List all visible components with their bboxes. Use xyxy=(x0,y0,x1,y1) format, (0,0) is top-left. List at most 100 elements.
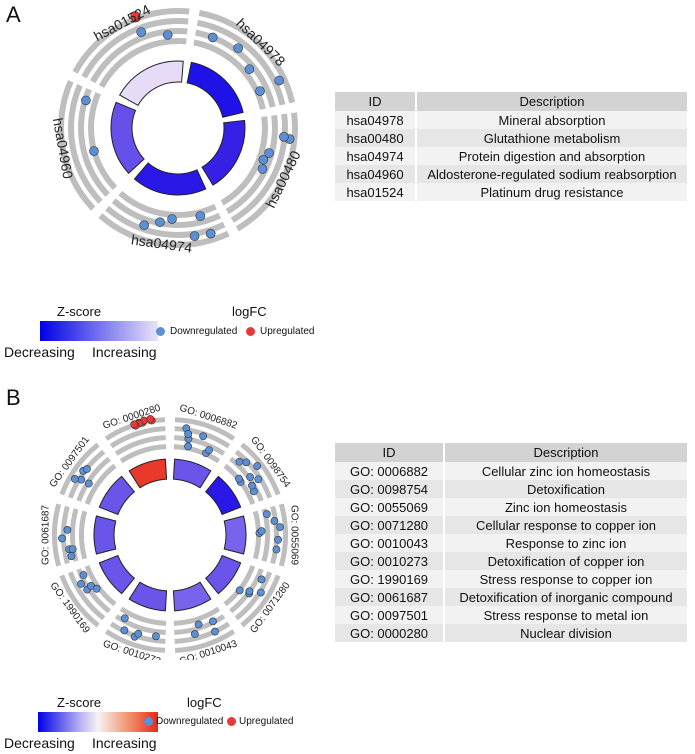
upregulated-dot-b xyxy=(227,717,236,726)
downregulated-gene-dot xyxy=(83,465,91,473)
outer-track xyxy=(114,435,166,456)
term-description-cell: Aldosterone-regulated sodium reabsorptio… xyxy=(416,165,689,183)
downregulated-gene-dot xyxy=(205,228,216,239)
zscore-segment xyxy=(172,458,212,489)
outer-track xyxy=(229,568,264,614)
table-header-id: ID xyxy=(335,92,417,111)
zscore-segment xyxy=(204,554,242,595)
table-row: hsa04974 Protein digestion and absorption xyxy=(335,147,689,165)
table-header-description: Description xyxy=(444,443,689,462)
downregulated-dot-b xyxy=(144,717,153,726)
downregulated-gene-dot xyxy=(92,584,101,593)
term-description-cell: Mineral absorption xyxy=(416,111,689,129)
downregulated-gene-dot xyxy=(68,545,77,554)
term-id-cell: GO: 0055069 xyxy=(335,498,445,516)
term-id-cell: hsa04974 xyxy=(335,147,417,165)
upregulated-gene-dot xyxy=(130,11,140,21)
outer-track xyxy=(193,39,266,110)
downregulated-gene-dot xyxy=(89,146,99,156)
zscore-segment xyxy=(110,101,145,174)
outer-track xyxy=(174,629,236,653)
term-description-cell: Nuclear division xyxy=(444,624,689,642)
outer-track xyxy=(261,508,270,562)
outer-track xyxy=(90,27,188,84)
term-id-cell: hsa04960 xyxy=(335,165,417,183)
table-row: GO: 0000280 Nuclear division xyxy=(335,624,689,642)
downregulated-gene-dot xyxy=(63,526,72,534)
zscore-segment xyxy=(172,581,212,612)
term-label: GO: 0061687 xyxy=(41,505,52,565)
downregulated-gene-dot xyxy=(209,617,217,626)
zscore-segment xyxy=(128,581,168,612)
downregulated-gene-dot xyxy=(253,462,262,470)
downregulated-gene-dot xyxy=(276,523,284,532)
zscore-segment xyxy=(133,162,207,196)
downregulated-gene-dot xyxy=(257,588,265,597)
downregulated-gene-dot xyxy=(77,475,86,484)
downregulated-gene-dot xyxy=(81,95,91,106)
downregulated-gene-dot xyxy=(139,220,149,230)
downregulated-gene-dot xyxy=(120,614,129,623)
zscore-segment xyxy=(201,119,246,186)
term-description-cell: Cellular zinc ion homeostasis xyxy=(444,462,689,480)
outer-track xyxy=(278,503,288,567)
outer-track xyxy=(174,417,236,441)
term-description-cell: Detoxification xyxy=(444,480,689,498)
downregulated-gene-dot xyxy=(246,473,255,481)
downregulated-gene-dot xyxy=(136,27,147,37)
downregulated-gene-dot xyxy=(233,43,243,53)
term-id-cell: hsa04978 xyxy=(335,111,417,129)
zscore-segment xyxy=(223,515,247,555)
downregulated-gene-dot xyxy=(257,164,268,174)
table-row: GO: 1990169 Stress response to copper ion xyxy=(335,570,689,588)
outer-track xyxy=(52,503,62,567)
table-row: hsa01524 Platinum drug resistance xyxy=(335,183,689,201)
outer-track xyxy=(76,568,111,614)
term-description-cell: Detoxification of copper ion xyxy=(444,552,689,570)
decreasing-label-b: Decreasing xyxy=(4,735,75,751)
outer-track xyxy=(88,92,118,190)
increasing-label-a: Increasing xyxy=(92,344,157,360)
downregulated-gene-dot xyxy=(211,627,219,636)
term-id-cell: GO: 0097501 xyxy=(335,606,445,624)
zscore-segment xyxy=(186,61,244,118)
zscore-title-a: Z-score xyxy=(57,304,102,319)
outer-track xyxy=(104,629,166,653)
outer-track xyxy=(59,574,100,628)
term-description-cell: Protein digestion and absorption xyxy=(416,147,689,165)
term-description-cell: Stress response to copper ion xyxy=(444,570,689,588)
downregulated-gene-dot xyxy=(152,632,160,641)
downregulated-gene-dot xyxy=(134,629,143,638)
zscore-segment xyxy=(93,515,117,555)
upregulated-label-b: Upregulated xyxy=(239,716,294,727)
downregulated-gene-dot xyxy=(155,217,165,227)
downregulated-gene-dot xyxy=(120,626,129,635)
table-row: hsa04978 Mineral absorption xyxy=(335,111,689,129)
downregulated-gene-dot xyxy=(58,534,66,543)
downregulated-gene-dot xyxy=(255,86,265,96)
downregulated-gene-dot xyxy=(207,32,218,43)
table-row: GO: 0010043 Response to zinc ion xyxy=(335,534,689,552)
outer-track xyxy=(220,116,268,206)
outer-track xyxy=(235,112,298,232)
term-description-cell: Stress response to metal ion xyxy=(444,606,689,624)
upregulated-gene-dot xyxy=(146,415,155,423)
downregulated-gene-dot xyxy=(195,211,206,221)
outer-track xyxy=(59,442,100,496)
outer-track xyxy=(76,456,111,502)
outer-track xyxy=(67,84,103,204)
zscore-segment xyxy=(98,554,136,595)
outer-track xyxy=(77,88,110,197)
downregulated-gene-dot xyxy=(272,545,281,554)
outer-track xyxy=(225,114,278,215)
table-row: hsa00480 Glutathione metabolism xyxy=(335,129,689,147)
zscore-title-b: Z-score xyxy=(57,695,102,710)
downregulated-gene-dot xyxy=(79,571,88,579)
outer-track xyxy=(81,17,189,79)
outer-track xyxy=(240,574,281,628)
downregulated-gene-dot xyxy=(248,481,256,490)
decreasing-label-a: Decreasing xyxy=(4,344,75,360)
outer-track xyxy=(98,213,230,249)
outer-track xyxy=(223,565,256,607)
